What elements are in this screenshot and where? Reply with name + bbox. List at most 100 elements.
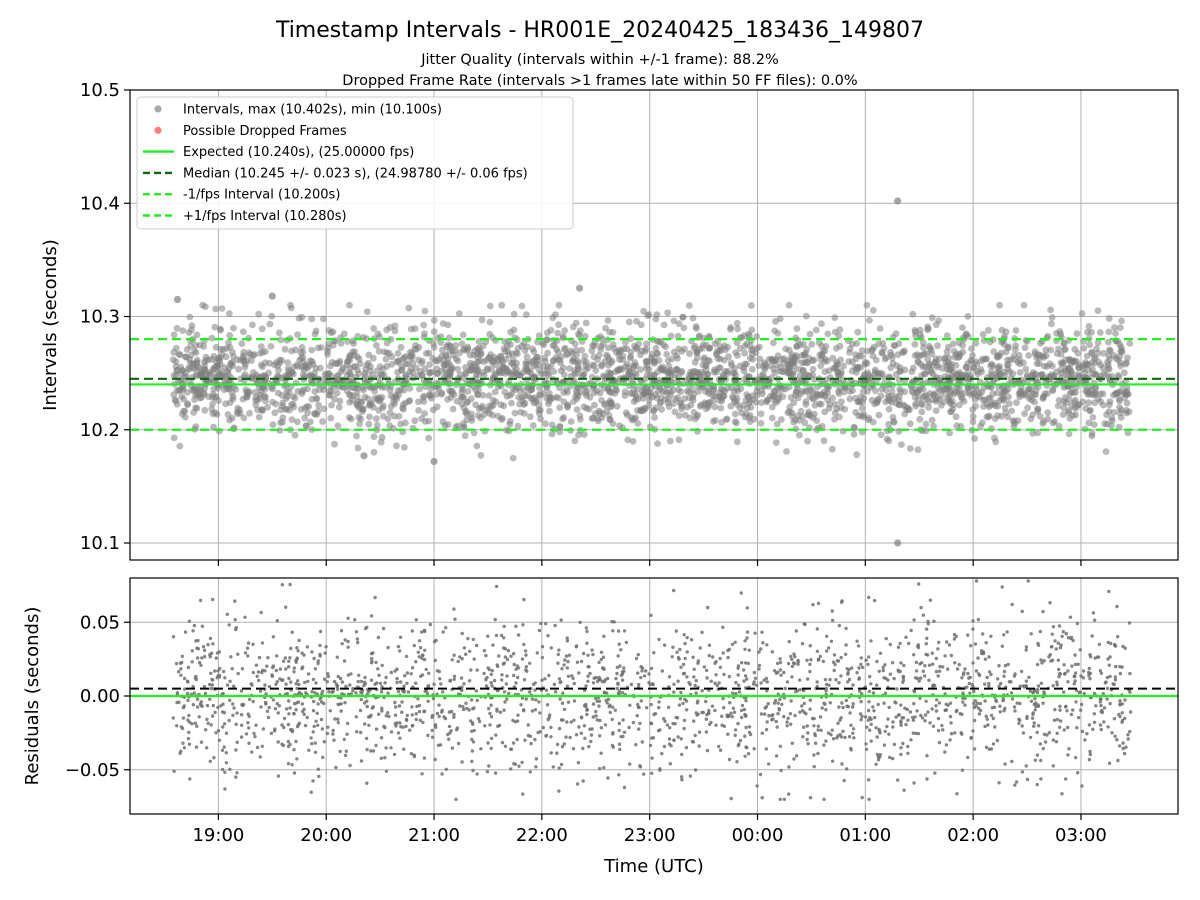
interval-point	[988, 425, 995, 432]
interval-point	[706, 344, 713, 352]
interval-point	[1091, 391, 1099, 399]
residuals-x-ticks: 19:00 20:00 21:00 22:00 23:00 00:00 01:00 02:00…	[192, 814, 1107, 846]
interval-point	[876, 325, 884, 332]
residual-point	[682, 718, 687, 723]
interval-point	[550, 368, 558, 375]
residual-point	[921, 669, 925, 673]
residual-point	[312, 724, 316, 729]
residual-point	[941, 728, 945, 732]
interval-point	[929, 396, 937, 404]
residual-point	[912, 701, 916, 706]
residual-point	[1079, 674, 1083, 678]
interval-point	[419, 357, 426, 365]
residual-point	[316, 767, 320, 771]
interval-point	[802, 400, 810, 408]
residual-point	[590, 648, 594, 652]
interval-point	[401, 354, 408, 362]
residual-point	[1024, 764, 1028, 768]
residual-point	[396, 644, 401, 649]
residual-point	[440, 772, 444, 776]
interval-point	[262, 397, 269, 405]
interval-point	[632, 414, 639, 421]
residual-point	[1058, 646, 1063, 650]
residual-point	[672, 690, 676, 694]
interval-point	[211, 378, 219, 385]
interval-point	[184, 388, 191, 396]
interval-point	[784, 409, 792, 416]
residual-point	[599, 726, 604, 730]
interval-point	[1057, 366, 1065, 374]
residual-point	[334, 682, 339, 686]
residual-point	[1032, 724, 1036, 728]
residual-point	[737, 683, 741, 687]
interval-point	[1078, 310, 1086, 317]
residual-point	[1064, 777, 1068, 781]
residual-point	[476, 717, 481, 721]
interval-point	[965, 388, 973, 396]
residual-point	[882, 676, 886, 680]
residual-point	[987, 655, 991, 659]
interval-point	[479, 342, 487, 350]
interval-point	[548, 421, 556, 429]
residual-point	[224, 731, 229, 735]
residual-point	[365, 625, 369, 629]
residual-point	[398, 635, 403, 639]
residual-point	[511, 741, 516, 745]
residual-point	[208, 697, 212, 701]
interval-point	[665, 395, 673, 403]
residual-point	[983, 724, 987, 729]
residual-point	[296, 649, 300, 653]
interval-point	[989, 362, 997, 369]
interval-point	[473, 442, 481, 450]
residual-point	[205, 717, 209, 722]
interval-point	[651, 414, 658, 421]
residual-point	[867, 655, 871, 659]
interval-point	[946, 392, 954, 400]
interval-point	[879, 370, 886, 378]
residual-point	[606, 676, 610, 681]
interval-point	[871, 400, 879, 408]
residual-point	[1014, 780, 1019, 784]
interval-point	[776, 315, 784, 323]
residual-point	[194, 745, 199, 749]
interval-point	[509, 384, 517, 392]
residual-point	[195, 697, 200, 701]
interval-point	[1065, 336, 1072, 344]
residual-point	[303, 680, 307, 685]
interval-point	[275, 366, 282, 374]
residual-point	[683, 641, 687, 646]
interval-point	[1044, 415, 1052, 423]
interval-point	[571, 437, 579, 445]
interval-point	[279, 418, 286, 426]
interval-point	[749, 356, 757, 363]
interval-point	[633, 317, 640, 325]
interval-point	[1043, 382, 1051, 389]
residual-point	[1113, 678, 1118, 682]
interval-point	[1118, 317, 1125, 325]
residual-point	[808, 669, 812, 674]
residual-point	[693, 683, 697, 688]
interval-point	[382, 355, 390, 363]
interval-point	[700, 356, 708, 364]
interval-point	[1116, 397, 1123, 405]
interval-point	[801, 419, 809, 427]
residual-point	[288, 706, 292, 710]
residual-point	[1032, 702, 1037, 707]
interval-point	[173, 324, 181, 332]
interval-point	[546, 397, 553, 405]
residual-point	[290, 630, 294, 634]
residual-point	[1057, 624, 1062, 628]
residual-point	[649, 702, 653, 707]
residual-point	[760, 630, 764, 634]
residual-point	[1067, 747, 1071, 751]
interval-point	[1099, 364, 1107, 372]
interval-point	[1126, 340, 1134, 347]
residual-point	[751, 682, 756, 686]
interval-point	[771, 369, 779, 376]
residual-point	[240, 723, 244, 727]
residual-point	[233, 599, 237, 603]
interval-point	[466, 351, 474, 359]
interval-point	[372, 415, 380, 422]
residual-point	[830, 728, 834, 732]
residual-point	[433, 757, 437, 762]
